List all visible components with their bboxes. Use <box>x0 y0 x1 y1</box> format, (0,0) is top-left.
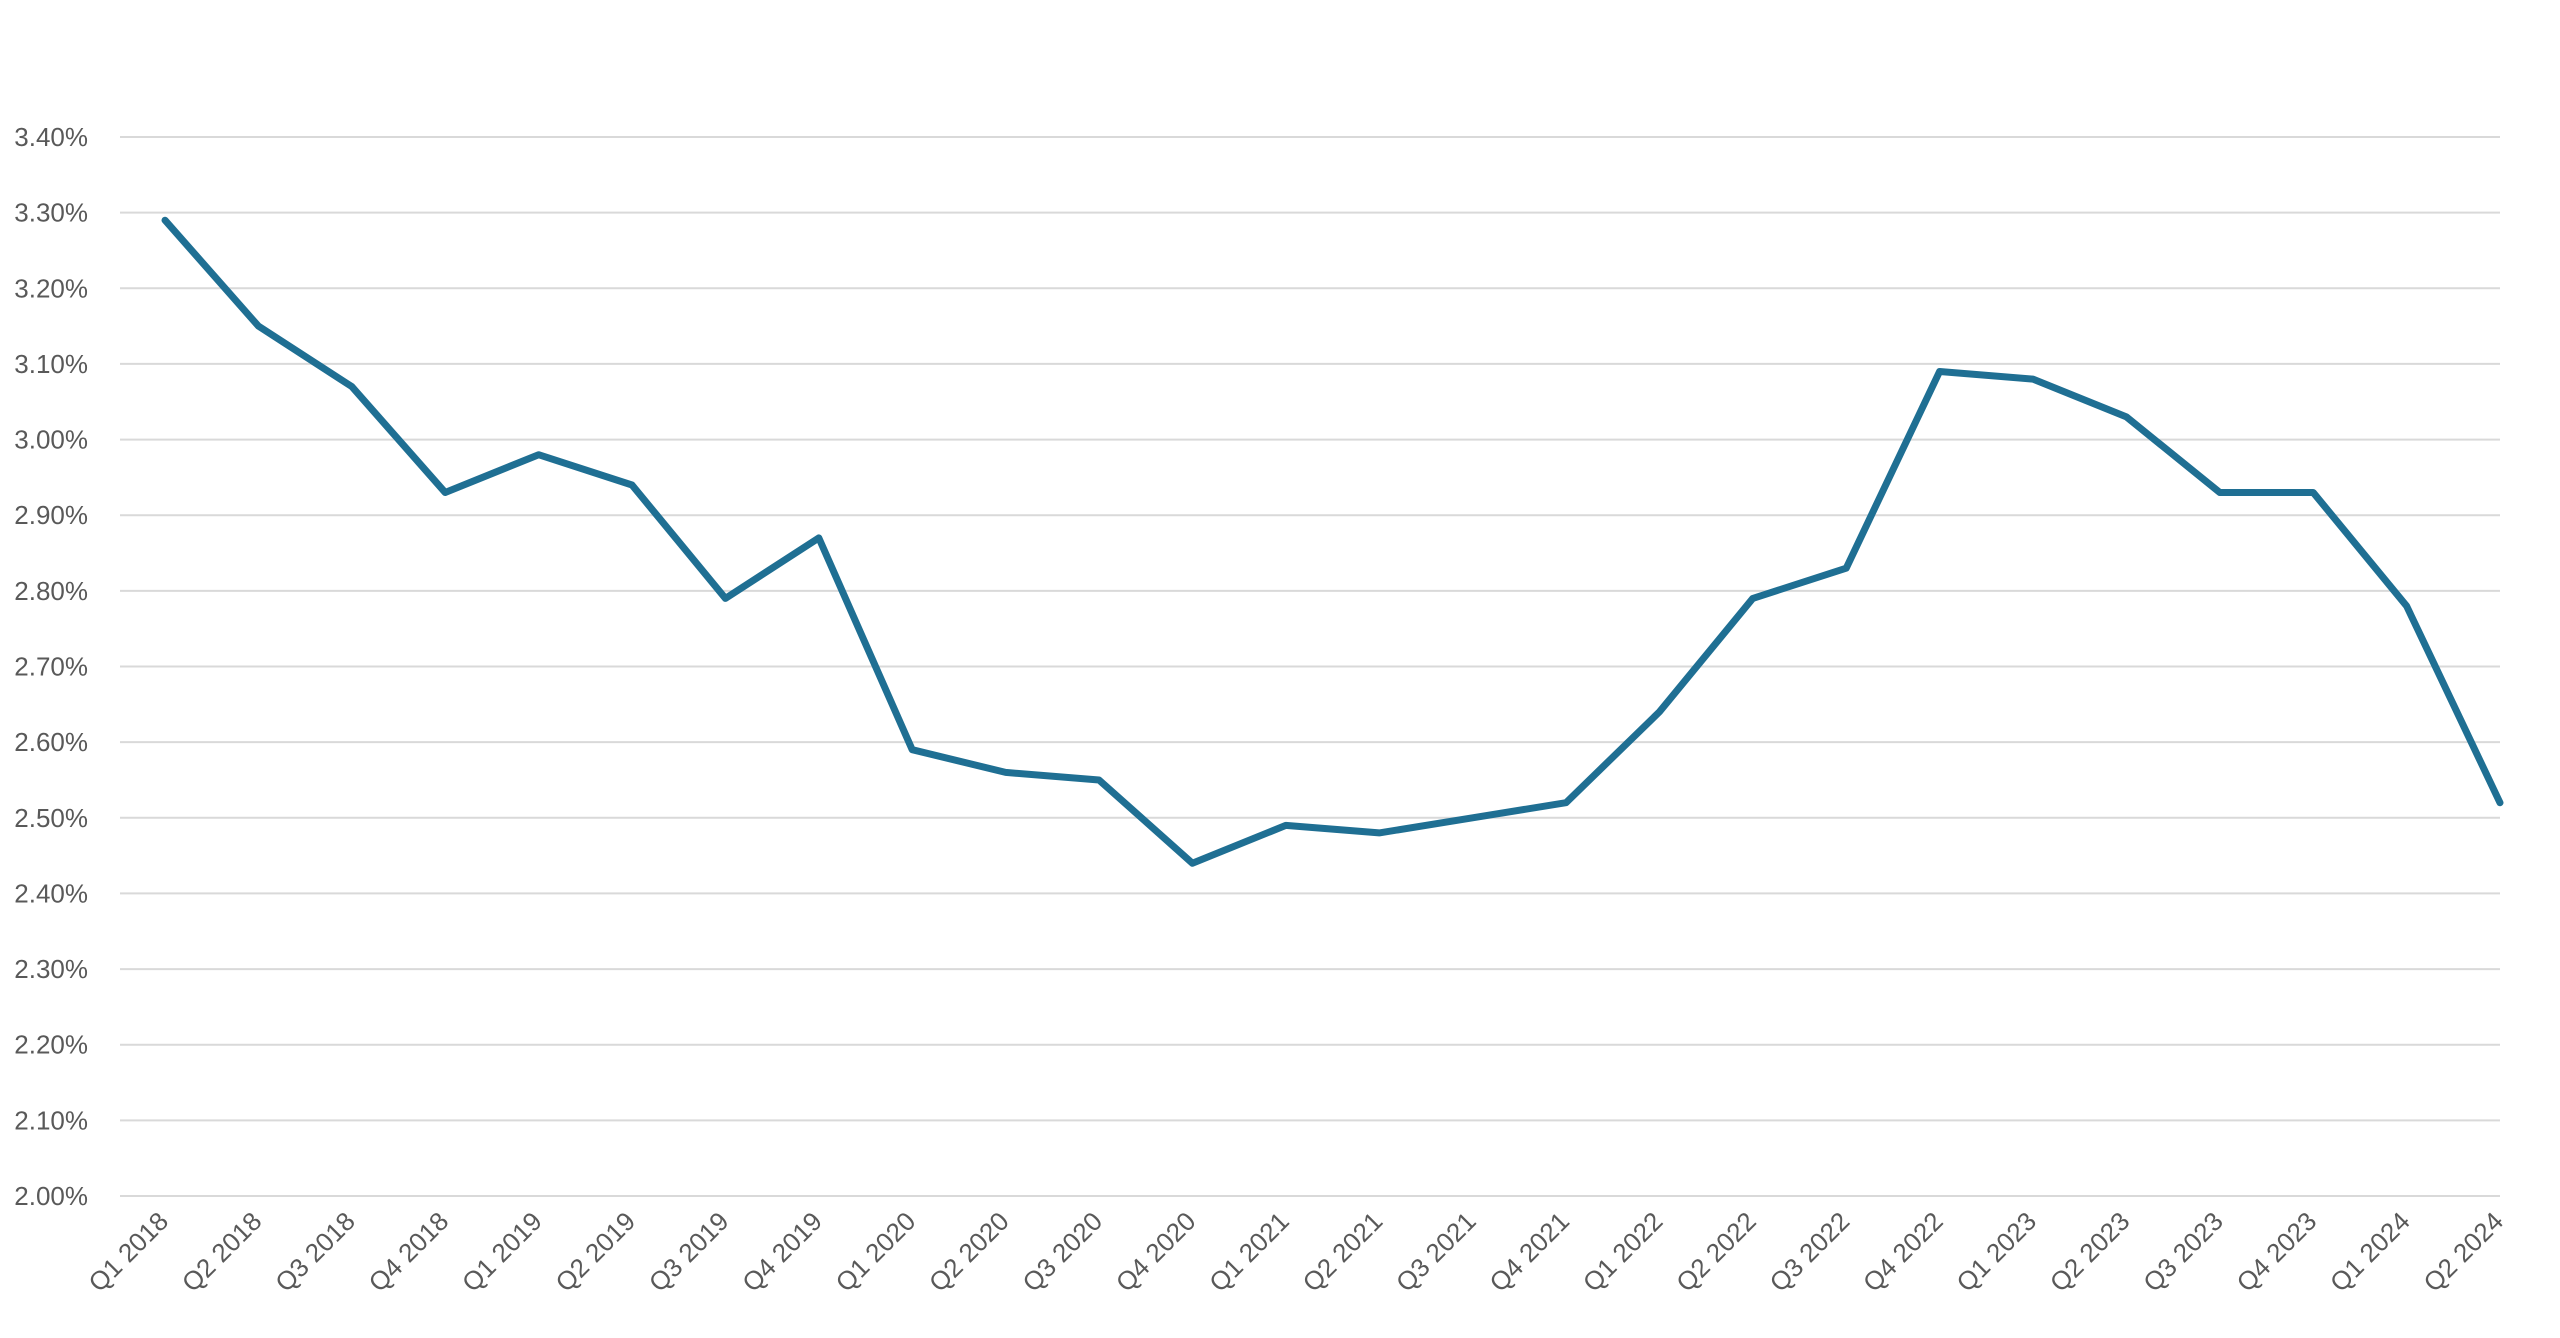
data-point <box>1003 769 1009 775</box>
x-tick-label: Q4 2022 <box>1857 1206 1949 1298</box>
y-tick-label: 3.20% <box>14 273 88 303</box>
y-tick-label: 2.30% <box>14 954 88 984</box>
x-tick-label: Q2 2024 <box>2417 1206 2509 1298</box>
y-tick-label: 2.20% <box>14 1030 88 1060</box>
data-point <box>1750 595 1756 601</box>
x-tick-label: Q1 2019 <box>456 1206 548 1298</box>
x-tick-label: Q1 2021 <box>1203 1206 1295 1298</box>
data-point <box>2404 603 2410 609</box>
x-tick-label: Q2 2021 <box>1297 1206 1389 1298</box>
data-point <box>255 323 261 329</box>
y-tick-label: 2.00% <box>14 1181 88 1211</box>
y-tick-label: 3.30% <box>14 198 88 228</box>
data-point <box>2497 800 2503 806</box>
y-tick-label: 3.10% <box>14 349 88 379</box>
x-tick-label: Q4 2019 <box>736 1206 828 1298</box>
data-point <box>2030 376 2036 382</box>
data-point <box>629 482 635 488</box>
data-point <box>1376 830 1382 836</box>
data-point <box>1470 815 1476 821</box>
data-point <box>349 384 355 390</box>
data-point <box>442 490 448 496</box>
x-tick-label: Q1 2023 <box>1950 1206 2042 1298</box>
x-axis: Q1 2018 Q2 2018 Q3 2018 Q4 2018 Q1 2019 Q2 20… <box>82 1206 2509 1298</box>
data-point <box>1937 368 1943 374</box>
data-point <box>2123 414 2129 420</box>
y-tick-label: 2.50% <box>14 803 88 833</box>
x-tick-label: Q2 2022 <box>1670 1206 1762 1298</box>
x-tick-label: Q1 2024 <box>2324 1206 2416 1298</box>
x-tick-label: Q2 2019 <box>549 1206 641 1298</box>
data-point <box>1656 709 1662 715</box>
y-tick-label: 2.40% <box>14 878 88 908</box>
data-point <box>1096 777 1102 783</box>
x-tick-label: Q3 2018 <box>269 1206 361 1298</box>
data-point <box>816 535 822 541</box>
data-point <box>2217 490 2223 496</box>
x-tick-label: Q1 2018 <box>82 1206 174 1298</box>
x-tick-label: Q3 2019 <box>643 1206 735 1298</box>
x-tick-label: Q3 2023 <box>2137 1206 2229 1298</box>
data-point <box>722 595 728 601</box>
y-tick-label: 2.70% <box>14 652 88 682</box>
x-tick-label: Q1 2022 <box>1577 1206 1669 1298</box>
gridlines <box>120 136 2500 1197</box>
x-tick-label: Q2 2018 <box>176 1206 268 1298</box>
x-tick-label: Q4 2021 <box>1483 1206 1575 1298</box>
data-point <box>1563 800 1569 806</box>
x-tick-label: Q3 2022 <box>1764 1206 1856 1298</box>
x-tick-label: Q2 2023 <box>2044 1206 2136 1298</box>
data-point <box>1189 860 1195 866</box>
data-point <box>536 452 542 458</box>
y-axis: 2.00% 2.10% 2.20% 2.30% 2.40% 2.50% 2.60% 2.70%… <box>14 122 88 1211</box>
y-tick-label: 2.60% <box>14 727 88 757</box>
x-tick-label: Q4 2020 <box>1110 1206 1202 1298</box>
y-tick-label: 3.40% <box>14 122 88 152</box>
series-line <box>161 216 2504 867</box>
y-tick-label: 2.80% <box>14 576 88 606</box>
x-tick-label: Q3 2021 <box>1390 1206 1482 1298</box>
y-tick-label: 2.90% <box>14 500 88 530</box>
x-tick-label: Q2 2020 <box>923 1206 1015 1298</box>
data-point <box>162 217 168 223</box>
data-point <box>1843 565 1849 571</box>
data-point <box>2310 490 2316 496</box>
y-tick-label: 2.10% <box>14 1105 88 1135</box>
series-layer <box>161 216 2504 867</box>
data-point <box>1283 822 1289 828</box>
x-tick-label: Q4 2018 <box>363 1206 455 1298</box>
y-tick-label: 3.00% <box>14 425 88 455</box>
x-tick-label: Q3 2020 <box>1016 1206 1108 1298</box>
data-point <box>909 747 915 753</box>
x-tick-label: Q1 2020 <box>830 1206 922 1298</box>
x-tick-label: Q4 2023 <box>2231 1206 2323 1298</box>
